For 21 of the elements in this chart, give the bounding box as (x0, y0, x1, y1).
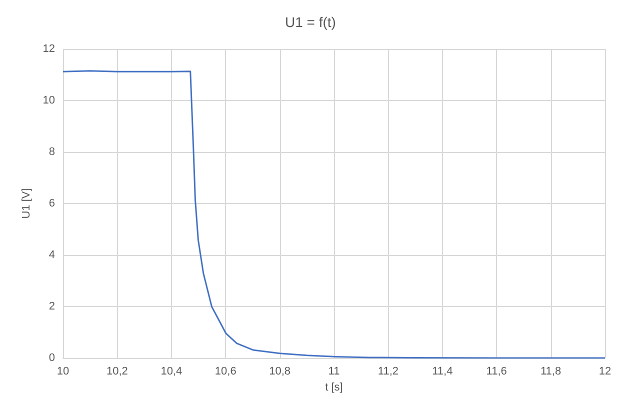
x-tick-label: 11,2 (378, 366, 398, 378)
x-tick-label: 10,2 (106, 366, 128, 378)
y-axis-title: U1 [V] (20, 188, 32, 219)
x-tick-label: 10,6 (214, 366, 236, 378)
y-tick-label: 2 (48, 300, 55, 312)
x-tick-label: 11,6 (486, 366, 507, 378)
x-tick-label: 11,8 (540, 366, 562, 378)
x-tick-label: 10 (56, 366, 70, 378)
y-tick-label: 8 (48, 146, 55, 158)
x-tick-label: 10,8 (269, 366, 291, 378)
y-tick-label: 10 (42, 94, 55, 106)
chart-title: U1 = f(t) (285, 14, 336, 30)
y-tick-label: 0 (48, 352, 55, 364)
y-tick-label: 6 (48, 198, 55, 210)
y-tick-label: 4 (48, 249, 55, 261)
x-tick-label: 12 (598, 366, 612, 378)
x-tick-label: 11 (328, 366, 340, 378)
x-tick-label: 11,4 (432, 366, 453, 378)
x-axis-title: t [s] (325, 381, 343, 394)
x-tick-label: 10,4 (160, 366, 182, 378)
y-tick-label: 12 (42, 43, 55, 55)
